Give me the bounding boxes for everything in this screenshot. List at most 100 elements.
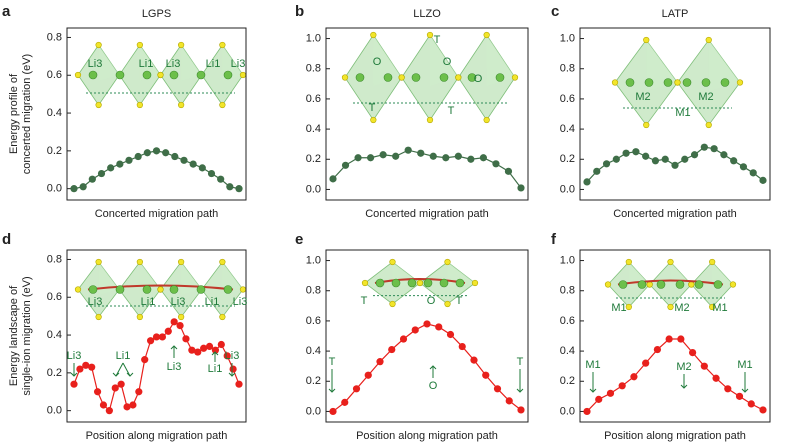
anion-atom (398, 74, 405, 81)
energy-point (107, 164, 115, 172)
energy-point (158, 333, 166, 341)
anion-atom (455, 74, 462, 81)
li-ion (391, 278, 401, 288)
energy-point (93, 388, 102, 396)
site-label: O (474, 73, 483, 85)
y-tick-label: 0.2 (560, 375, 575, 387)
anion-atom (389, 300, 396, 308)
anion-atom (219, 258, 226, 266)
li-ion (196, 70, 206, 80)
site-label: O (427, 295, 436, 307)
site-label: T (434, 34, 441, 46)
energy-point (176, 322, 184, 330)
energy-point (517, 184, 525, 192)
energy-point (125, 156, 133, 164)
anion-atom (74, 286, 82, 293)
li-ion (411, 73, 421, 82)
anion-atom (239, 71, 247, 79)
energy-point (454, 152, 462, 160)
y-tick-label: 0.8 (47, 253, 62, 265)
energy-point (602, 160, 611, 168)
energy-point (583, 407, 591, 416)
energy-point (618, 382, 626, 390)
anion-atom (239, 286, 247, 293)
panel-title: LLZO (413, 8, 441, 20)
site-label: M2 (676, 361, 691, 373)
energy-point (70, 380, 78, 388)
energy-point (97, 169, 106, 178)
energy-point (747, 400, 755, 408)
energy-point (152, 333, 161, 341)
energy-point (162, 149, 170, 157)
site-label: O (373, 56, 382, 68)
energy-point (710, 145, 718, 153)
site-arrow-head (126, 372, 134, 377)
energy-point (632, 148, 640, 156)
anion-atom (444, 258, 451, 266)
site-arrow-head (228, 372, 236, 377)
anion-atom (178, 313, 185, 321)
y-tick-label: 1.0 (306, 254, 321, 266)
y-tick-label: 0.0 (560, 183, 575, 195)
energy-point (479, 154, 487, 162)
energy-line (73, 150, 240, 190)
polyhedron-face (486, 35, 515, 86)
energy-point (79, 183, 87, 191)
y-tick-label: 0.8 (560, 63, 575, 75)
site-label: M1 (675, 107, 690, 119)
y-tick-label: 0.0 (47, 405, 62, 417)
li-ion (439, 278, 449, 288)
y-tick-label: 0.4 (306, 345, 321, 357)
site-label: Li3 (88, 296, 103, 308)
y-tick-label: 1.0 (560, 254, 575, 266)
site-label: T (361, 295, 368, 307)
site-label: T (369, 102, 376, 114)
y-tick-label: 0.0 (47, 183, 62, 195)
y-tick-label: 0.2 (306, 153, 321, 165)
y-axis-label: concerted migration (eV) (21, 54, 33, 174)
plot-frame (325, 27, 529, 201)
energy-point (735, 392, 744, 400)
anion-atom (705, 121, 712, 129)
anion-atom (95, 101, 102, 109)
anion-atom (389, 258, 396, 266)
energy-point (205, 342, 214, 350)
energy-point (217, 175, 225, 183)
li-ion (355, 73, 365, 82)
y-tick-label: 0.0 (306, 183, 321, 195)
anion-atom (361, 279, 369, 287)
energy-point (759, 406, 767, 414)
y-axis-label: Energy landscape of (8, 285, 20, 386)
energy-point (712, 374, 720, 382)
energy-point (367, 154, 375, 162)
energy-point (661, 155, 669, 163)
polyhedron-face (670, 262, 692, 289)
energy-point (99, 401, 108, 409)
energy-point (442, 154, 450, 162)
plot-frame (579, 249, 771, 423)
x-axis-label: Concerted migration path (613, 208, 737, 220)
site-arrow-head (741, 388, 749, 393)
anion-atom (74, 71, 82, 79)
site-label: T (456, 295, 463, 307)
panel-letter: a (2, 3, 11, 20)
y-tick-label: 0.6 (306, 93, 321, 105)
y-tick-label: 0.4 (560, 345, 575, 357)
energy-point (376, 358, 384, 366)
anion-atom (136, 313, 143, 321)
energy-point (235, 380, 243, 388)
polyhedron-face (373, 35, 402, 86)
anion-atom (625, 258, 632, 266)
panel-letter: d (2, 231, 11, 248)
energy-point (458, 342, 466, 351)
anion-atom (136, 258, 143, 266)
site-arrow-head (680, 384, 688, 389)
energy-point (653, 345, 662, 354)
panel-letter: e (295, 231, 303, 248)
y-tick-label: 1.0 (306, 32, 321, 44)
li-ion (637, 280, 647, 289)
li-ion (88, 70, 98, 80)
site-label: Li1 (206, 58, 221, 70)
energy-point (188, 346, 196, 354)
panel-letter: c (551, 3, 559, 20)
